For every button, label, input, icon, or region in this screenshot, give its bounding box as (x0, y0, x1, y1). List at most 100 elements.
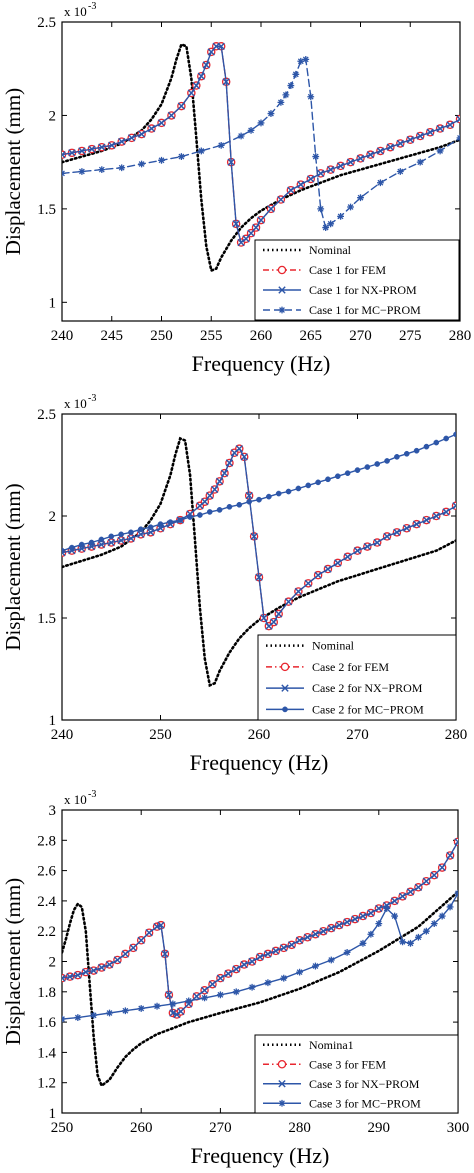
data-point (237, 132, 245, 140)
data-point (270, 618, 278, 626)
legend-label: Case 1 for FEM (309, 263, 386, 277)
legend-marker (278, 286, 286, 294)
data-point (438, 863, 446, 872)
series-4 (62, 55, 460, 231)
data-point (436, 124, 444, 133)
y-multiplier: x 10 (64, 4, 87, 19)
y-axis-label: Displacement (mm) (1, 878, 25, 1045)
data-point (325, 476, 331, 483)
data-point (250, 532, 258, 541)
data-point (287, 941, 296, 949)
series-1 (62, 436, 456, 688)
data-point (446, 851, 454, 860)
y-axis-label: Displacement (mm) (1, 483, 25, 650)
data-point (280, 974, 288, 982)
data-point (97, 540, 106, 549)
x-tick-label: 280 (449, 328, 472, 344)
data-point (78, 544, 86, 553)
data-point (264, 950, 272, 958)
data-point (334, 473, 341, 480)
data-point (391, 912, 399, 920)
data-point (272, 947, 280, 955)
data-point (287, 82, 295, 89)
data-point (147, 524, 154, 531)
data-point (167, 111, 176, 120)
data-point (137, 130, 146, 138)
x-tick-label: 260 (250, 328, 273, 344)
data-point (327, 924, 335, 932)
data-point (216, 507, 223, 513)
data-point (210, 485, 219, 494)
data-point (383, 905, 391, 912)
y-tick-label: 2.5 (37, 407, 56, 423)
data-point (363, 542, 372, 551)
data-point (62, 150, 66, 159)
data-point (161, 950, 169, 958)
y-tick-label: 1.6 (37, 1015, 56, 1031)
x-axis-label: Frequency (Hz) (192, 351, 331, 376)
data-point (248, 957, 256, 966)
chart-3: 250 260 270 280 290 300 1 1.2 1.4 1.6 1.8 2 2.2 2.4 2.… (1, 789, 469, 1168)
data-point (454, 838, 458, 846)
legend-marker (280, 662, 290, 672)
y-axis-label: Displacement (mm) (1, 88, 25, 255)
data-point (255, 573, 263, 581)
data-point (403, 524, 411, 532)
data-point (206, 509, 213, 515)
x-tick-label: 260 (130, 1120, 153, 1136)
data-point (394, 453, 400, 460)
data-point (267, 205, 275, 213)
data-point (314, 571, 322, 579)
data-point (359, 939, 367, 947)
data-point (436, 147, 444, 155)
legend-box (254, 239, 460, 321)
data-point (177, 102, 186, 110)
data-point (138, 160, 145, 168)
data-point (197, 147, 205, 155)
data-point (165, 991, 173, 999)
y-tick-label: 2.2 (37, 924, 56, 940)
data-point (453, 431, 456, 438)
data-point (158, 156, 165, 164)
x-tick-label: 290 (368, 1120, 391, 1136)
data-point (129, 944, 137, 952)
data-point (305, 482, 312, 489)
legend-marker (278, 1099, 286, 1107)
y-tick-label: 1 (49, 713, 57, 729)
data-point (384, 458, 390, 464)
data-point (396, 139, 404, 148)
data-point (327, 956, 335, 964)
data-point (226, 503, 233, 510)
data-point (235, 444, 243, 453)
data-point (206, 491, 214, 500)
data-point (215, 477, 224, 486)
legend-label: Case 2 for FEM (312, 660, 389, 674)
data-point (236, 501, 243, 508)
data-point (337, 212, 344, 220)
data-point (246, 498, 252, 505)
data-point (121, 1007, 129, 1015)
data-point (351, 915, 359, 923)
data-point (117, 536, 125, 545)
y-tick-label: 2 (49, 955, 57, 971)
data-point (98, 143, 106, 151)
data-point (225, 459, 234, 467)
data-point (185, 997, 193, 1005)
data-point (137, 936, 145, 944)
data-point (399, 938, 406, 946)
x-tick-label: 240 (51, 328, 74, 344)
data-point (416, 158, 424, 166)
data-point (98, 536, 105, 543)
data-point (367, 930, 375, 938)
data-point (416, 132, 424, 140)
data-point (287, 186, 295, 194)
data-point (317, 205, 325, 213)
data-point (153, 1002, 161, 1010)
data-point (307, 175, 315, 183)
data-point (442, 508, 450, 516)
data-point (107, 538, 115, 547)
legend-label: Case 3 for NX−PROM (309, 1077, 420, 1091)
data-point (359, 912, 367, 920)
data-point (432, 512, 440, 520)
data-point (296, 968, 303, 976)
